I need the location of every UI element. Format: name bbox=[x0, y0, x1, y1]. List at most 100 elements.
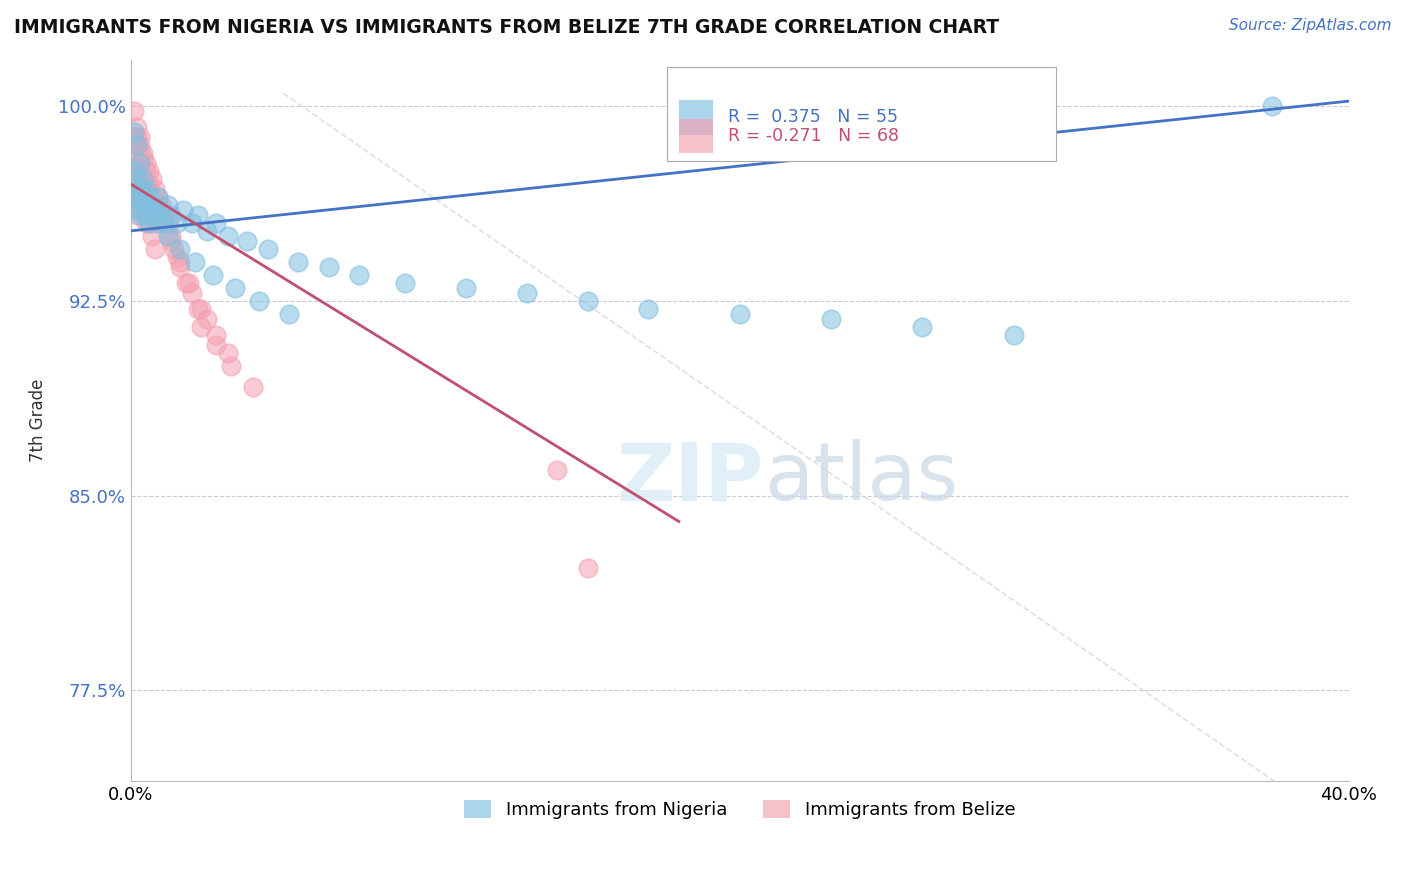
Point bbox=[287, 255, 309, 269]
Point bbox=[195, 312, 218, 326]
Point bbox=[129, 156, 152, 170]
Point bbox=[163, 242, 186, 256]
Point bbox=[205, 338, 228, 352]
Point bbox=[187, 301, 209, 316]
Point bbox=[132, 151, 155, 165]
Y-axis label: 7th Grade: 7th Grade bbox=[30, 378, 46, 462]
Point bbox=[138, 182, 160, 196]
Text: atlas: atlas bbox=[763, 439, 959, 517]
Point bbox=[122, 190, 145, 204]
Point bbox=[141, 198, 163, 212]
Point bbox=[138, 177, 160, 191]
Point bbox=[122, 130, 145, 145]
Point bbox=[129, 146, 152, 161]
Point bbox=[257, 242, 280, 256]
Point bbox=[148, 216, 170, 230]
Point bbox=[169, 255, 191, 269]
Point bbox=[135, 177, 157, 191]
Point bbox=[127, 172, 149, 186]
Point bbox=[205, 216, 228, 230]
Point bbox=[187, 208, 209, 222]
Point bbox=[911, 319, 934, 334]
Point bbox=[174, 276, 197, 290]
Point bbox=[318, 260, 340, 275]
Point bbox=[454, 281, 477, 295]
Point bbox=[127, 138, 149, 153]
Point bbox=[159, 234, 181, 248]
Point bbox=[135, 198, 157, 212]
Point bbox=[132, 172, 155, 186]
Point bbox=[122, 156, 145, 170]
Point bbox=[728, 307, 751, 321]
Point bbox=[145, 242, 167, 256]
Point bbox=[138, 164, 160, 178]
Point bbox=[205, 327, 228, 342]
Point bbox=[169, 242, 191, 256]
Point bbox=[145, 182, 167, 196]
Point bbox=[122, 182, 145, 196]
Point bbox=[546, 462, 568, 476]
Point bbox=[172, 203, 194, 218]
Point bbox=[129, 138, 152, 153]
Point bbox=[156, 216, 179, 230]
Point bbox=[516, 286, 538, 301]
Point bbox=[138, 208, 160, 222]
Point bbox=[394, 276, 416, 290]
Point bbox=[576, 561, 599, 575]
Point bbox=[190, 301, 212, 316]
Point bbox=[141, 172, 163, 186]
Point bbox=[129, 203, 152, 218]
Point bbox=[127, 182, 149, 196]
Point bbox=[127, 203, 149, 218]
Point bbox=[159, 229, 181, 244]
Point bbox=[127, 190, 149, 204]
FancyBboxPatch shape bbox=[679, 100, 713, 135]
Point bbox=[129, 208, 152, 222]
Point bbox=[576, 293, 599, 308]
Point bbox=[184, 255, 207, 269]
Point bbox=[1002, 327, 1025, 342]
Point bbox=[349, 268, 371, 282]
Point bbox=[129, 190, 152, 204]
Point bbox=[1261, 99, 1284, 113]
Text: IMMIGRANTS FROM NIGERIA VS IMMIGRANTS FROM BELIZE 7TH GRADE CORRELATION CHART: IMMIGRANTS FROM NIGERIA VS IMMIGRANTS FR… bbox=[14, 18, 1000, 37]
Point bbox=[148, 190, 170, 204]
Point bbox=[150, 203, 173, 218]
Point bbox=[135, 164, 157, 178]
Point bbox=[235, 234, 257, 248]
Point bbox=[132, 172, 155, 186]
Point bbox=[132, 198, 155, 212]
Text: R = -0.271   N = 68: R = -0.271 N = 68 bbox=[727, 127, 898, 145]
Point bbox=[135, 198, 157, 212]
Point bbox=[166, 216, 188, 230]
Point bbox=[127, 164, 149, 178]
Point bbox=[156, 198, 179, 212]
FancyBboxPatch shape bbox=[666, 67, 1056, 161]
Point bbox=[202, 268, 225, 282]
Point bbox=[166, 250, 188, 264]
Point bbox=[138, 216, 160, 230]
Point bbox=[153, 216, 176, 230]
Point bbox=[127, 208, 149, 222]
Text: ZIP: ZIP bbox=[617, 439, 763, 517]
Point bbox=[159, 208, 181, 222]
Point bbox=[217, 346, 239, 360]
Point bbox=[135, 208, 157, 222]
Point bbox=[135, 156, 157, 170]
Point bbox=[156, 229, 179, 244]
Point bbox=[132, 146, 155, 161]
Point bbox=[180, 286, 202, 301]
Point bbox=[127, 120, 149, 134]
Point bbox=[129, 182, 152, 196]
Text: R =  0.375   N = 55: R = 0.375 N = 55 bbox=[727, 108, 897, 127]
Point bbox=[150, 198, 173, 212]
Point bbox=[242, 379, 264, 393]
Point bbox=[820, 312, 842, 326]
Point bbox=[129, 182, 152, 196]
Point bbox=[129, 156, 152, 170]
Point bbox=[122, 104, 145, 119]
Point bbox=[153, 216, 176, 230]
Point bbox=[127, 130, 149, 145]
Point bbox=[177, 276, 200, 290]
Point bbox=[138, 190, 160, 204]
